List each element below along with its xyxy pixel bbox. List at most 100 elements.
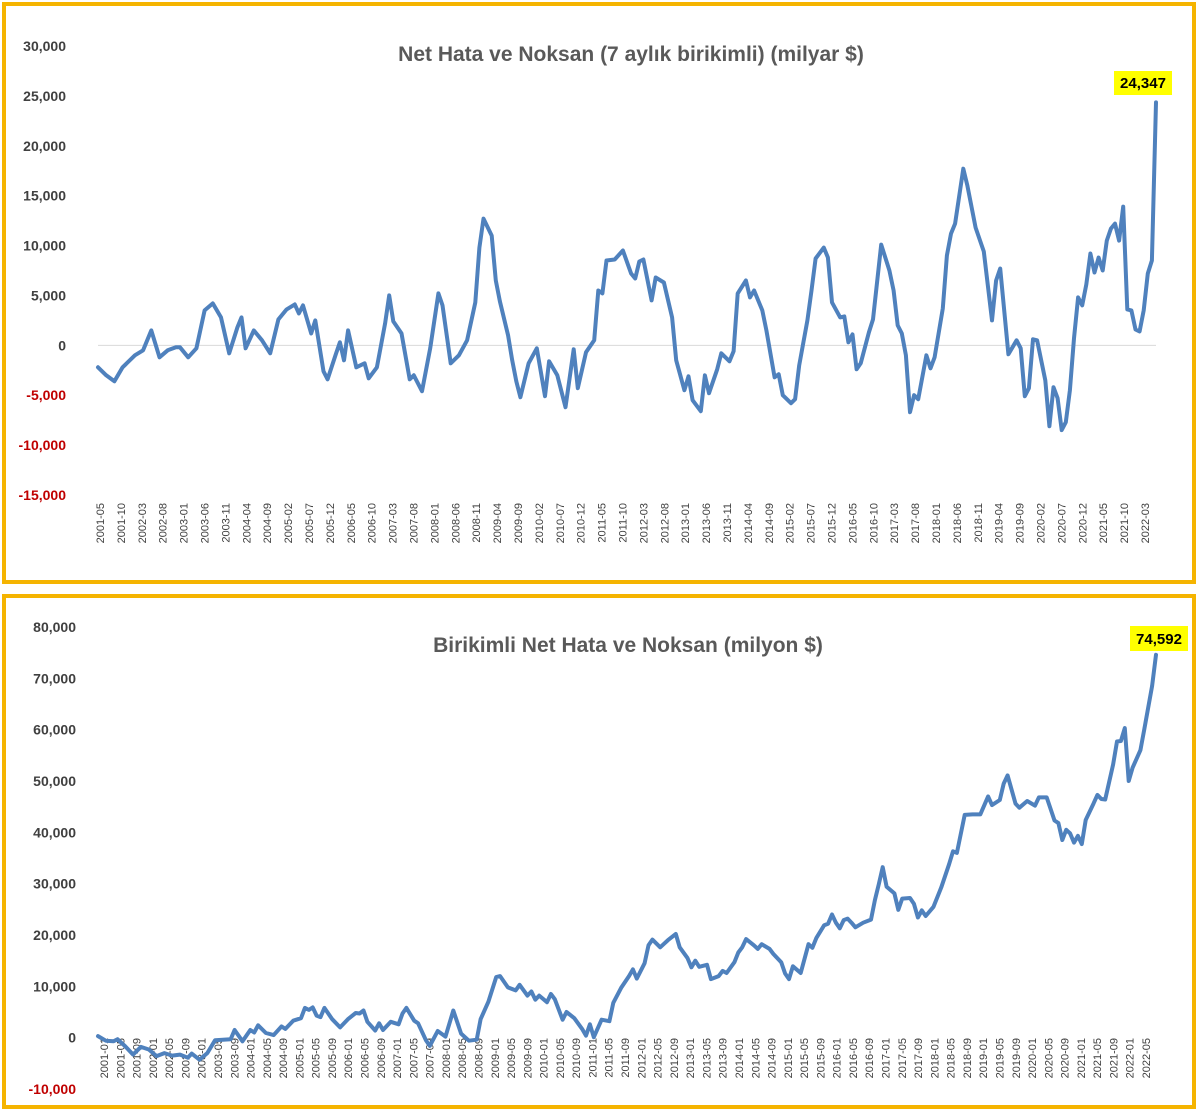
x-tick-label: 2013-09 (718, 1038, 730, 1078)
x-tick-label: 2014-04 (743, 503, 755, 543)
x-tick-label: 2006-05 (360, 1038, 372, 1078)
x-tick-label: 2020-05 (1043, 1038, 1055, 1078)
x-tick-label: 2022-01 (1125, 1038, 1137, 1078)
series-line (96, 100, 1158, 433)
x-tick-label: 2005-09 (327, 1038, 339, 1078)
x-tick-label: 2020-07 (1056, 503, 1068, 543)
x-tick-label: 2009-04 (492, 503, 504, 543)
highlight-value: 74,592 (1136, 631, 1182, 648)
x-tick-label: 2004-09 (262, 503, 274, 543)
x-tick-label: 2007-03 (388, 503, 400, 543)
x-tick-label: 2020-01 (1027, 1038, 1039, 1078)
chart-panel-net-hata: Net Hata ve Noksan (7 aylık birikimli) (… (2, 2, 1196, 584)
y-tick-label: -5,000 (26, 387, 66, 403)
x-tick-label: 2004-04 (241, 503, 253, 543)
x-tick-label: 2008-05 (457, 1038, 469, 1078)
x-tick-label: 2007-08 (409, 503, 421, 543)
x-tick-label: 2020-12 (1077, 503, 1089, 543)
x-tick-label: 2006-05 (346, 503, 358, 543)
y-tick-label: -15,000 (19, 487, 67, 503)
x-tick-label: 2018-06 (952, 503, 964, 543)
x-tick-label: 2016-09 (864, 1038, 876, 1078)
x-tick-label: 2021-05 (1098, 503, 1110, 543)
x-tick-label: 2010-01 (539, 1038, 551, 1078)
x-tick-label: 2022-03 (1140, 503, 1152, 543)
x-tick-label: 2009-01 (490, 1038, 502, 1078)
x-tick-label: 2004-09 (278, 1038, 290, 1078)
x-tick-label: 2021-09 (1108, 1038, 1120, 1078)
x-tick-label: 2001-09 (132, 1038, 144, 1078)
y-tick-label: 80,000 (33, 619, 76, 635)
x-tick-label: 2019-09 (1015, 503, 1027, 543)
chart-net-hata-svg: Net Hata ve Noksan (7 aylık birikimli) (… (19, 38, 1172, 543)
x-tick-label: 2012-09 (669, 1038, 681, 1078)
x-tick-label: 2018-05 (946, 1038, 958, 1078)
x-tick-label: 2007-01 (392, 1038, 404, 1078)
series-line (96, 652, 1158, 1062)
x-tick-label: 2002-08 (158, 503, 170, 543)
x-tick-label: 2017-09 (913, 1038, 925, 1078)
x-tick-label: 2003-11 (220, 503, 232, 543)
x-tick-label: 2011-05 (604, 1038, 616, 1078)
x-tick-label: 2003-06 (200, 503, 212, 543)
highlight-box (1114, 71, 1172, 95)
x-tick-label: 2013-01 (685, 1038, 697, 1078)
highlight-callout: 24,347 (1114, 71, 1172, 95)
x-tick-label: 2010-05 (555, 1038, 567, 1078)
y-tick-label: 30,000 (33, 876, 76, 892)
x-tick-label: 2003-05 (213, 1038, 225, 1078)
chart-birikimli-svg: Birikimli Net Hata ve Noksan (milyon $) … (29, 619, 1188, 1097)
y-tick-label: 10,000 (23, 238, 66, 254)
y-tick-label: -10,000 (19, 437, 67, 453)
x-tick-label: 2013-01 (680, 503, 692, 543)
x-tick-label: 2012-03 (638, 503, 650, 543)
x-tick-label: 2001-01 (99, 1038, 111, 1078)
x-tick-label: 2011-05 (597, 503, 609, 543)
x-tick-label: 2005-12 (325, 503, 337, 543)
x-tick-label: 2020-09 (1060, 1038, 1072, 1078)
x-tick-label: 2019-01 (978, 1038, 990, 1078)
x-tick-label: 2021-05 (1092, 1038, 1104, 1078)
x-tick-label: 2008-11 (471, 503, 483, 543)
x-tick-label: 2008-06 (450, 503, 462, 543)
y-axis-labels: 30,000 25,000 20,000 15,000 10,000 5,000 0 -5,0… (19, 38, 67, 503)
x-tick-label: 2001-10 (116, 503, 128, 543)
x-tick-label: 2018-11 (973, 503, 985, 543)
x-tick-label: 2018-01 (931, 503, 943, 543)
y-tick-label: 5,000 (31, 287, 66, 303)
x-tick-label: 2017-01 (881, 1038, 893, 1078)
x-tick-label: 2014-09 (764, 503, 776, 543)
x-tick-label: 2011-10 (618, 503, 630, 543)
y-tick-label: 60,000 (33, 722, 76, 738)
x-tick-label: 2013-06 (701, 503, 713, 543)
x-tick-label: 2020-02 (1036, 503, 1048, 543)
x-tick-label: 2008-01 (441, 1038, 453, 1078)
chart-title: Net Hata ve Noksan (7 aylık birikimli) (… (398, 43, 864, 66)
x-tick-label: 2012-08 (659, 503, 671, 543)
x-tick-label: 2003-09 (229, 1038, 241, 1078)
chart-panel-birikimli: Birikimli Net Hata ve Noksan (milyon $) … (2, 594, 1196, 1109)
highlight-callout: 74,592 (1130, 626, 1188, 651)
x-tick-label: 2016-10 (868, 503, 880, 543)
x-tick-label: 2007-05 (408, 1038, 420, 1078)
x-tick-label: 2015-12 (827, 503, 839, 543)
x-tick-label: 2016-01 (832, 1038, 844, 1078)
x-tick-label: 2015-09 (815, 1038, 827, 1078)
y-tick-label: 0 (58, 337, 66, 353)
x-tick-label: 2010-09 (571, 1038, 583, 1078)
x-tick-label: 2012-05 (653, 1038, 665, 1078)
x-tick-label: 2008-01 (429, 503, 441, 543)
x-tick-label: 2016-05 (847, 503, 859, 543)
x-tick-label: 2013-11 (722, 503, 734, 543)
x-tick-label: 2001-05 (95, 503, 107, 543)
y-tick-label: 50,000 (33, 773, 76, 789)
x-tick-label: 2010-02 (534, 503, 546, 543)
x-tick-label: 2006-09 (376, 1038, 388, 1078)
chart-title: Birikimli Net Hata ve Noksan (milyon $) (433, 634, 823, 657)
x-tick-label: 2019-05 (994, 1038, 1006, 1078)
x-tick-label: 2011-09 (620, 1038, 632, 1078)
x-tick-label: 2017-03 (889, 503, 901, 543)
x-tick-label: 2017-08 (910, 503, 922, 543)
x-tick-label: 2012-01 (636, 1038, 648, 1078)
x-tick-label: 2005-01 (294, 1038, 306, 1078)
